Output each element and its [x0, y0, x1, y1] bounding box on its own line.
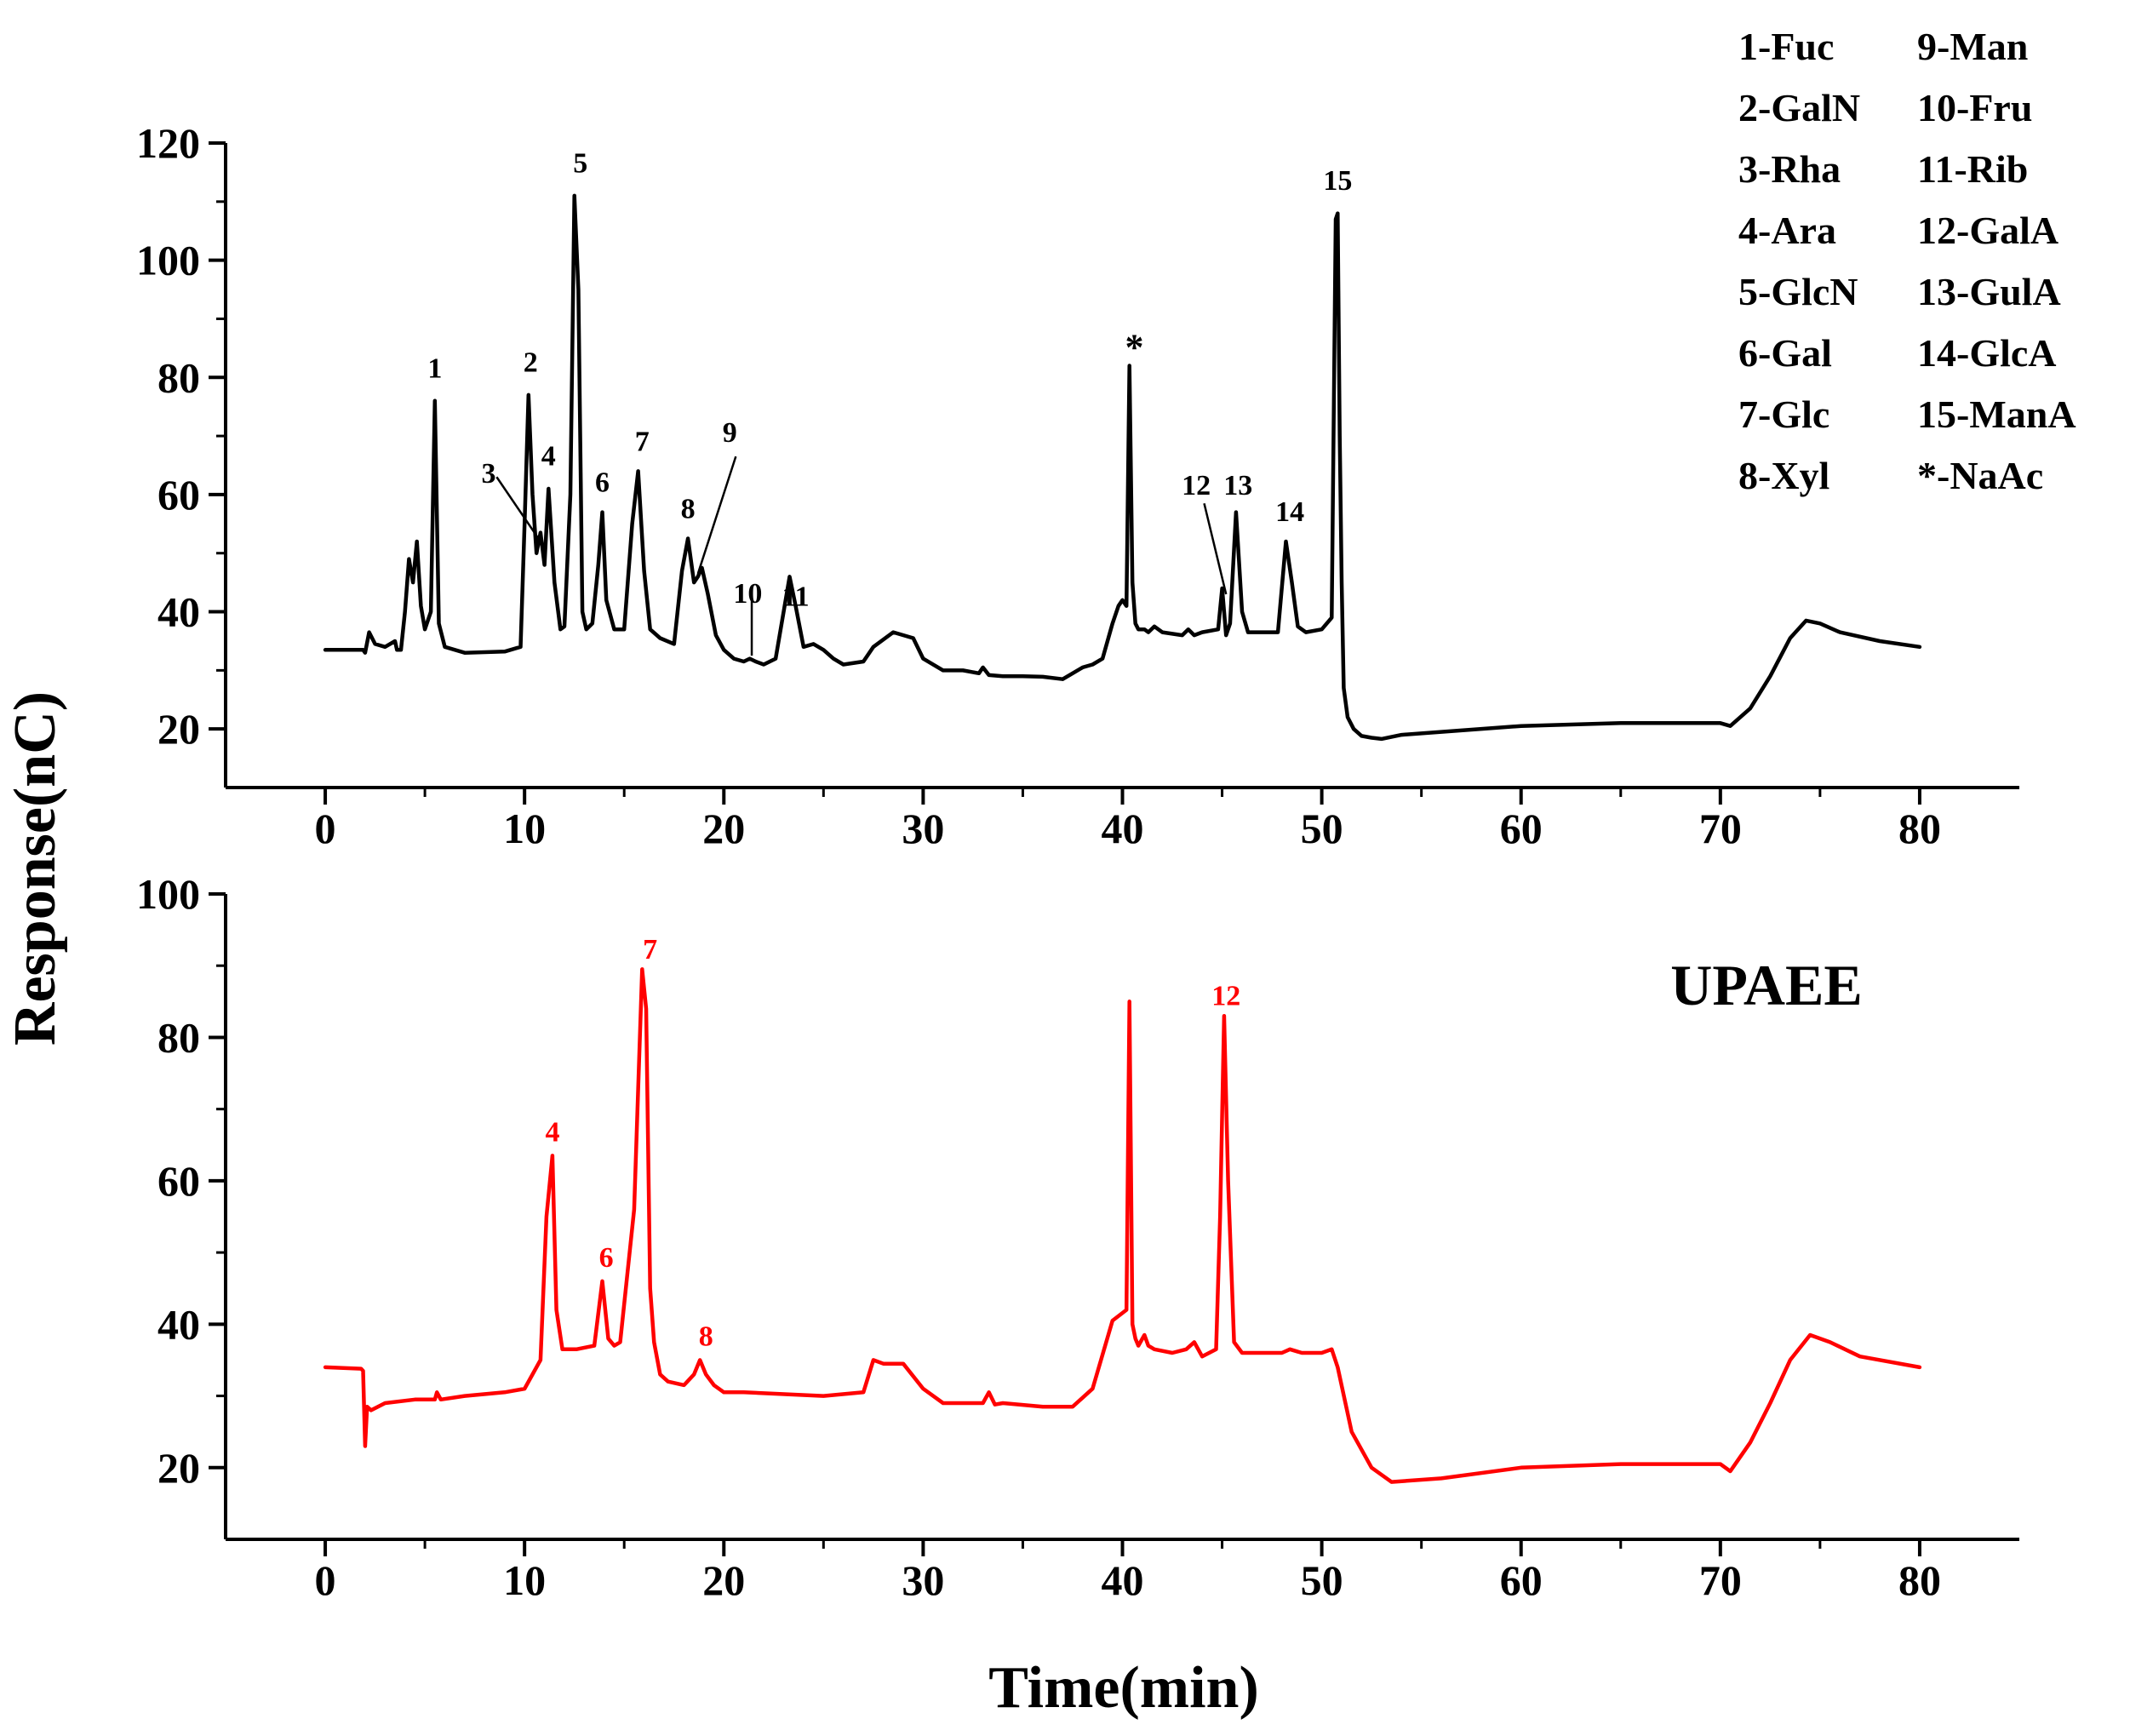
peak-label: 4	[545, 1117, 559, 1149]
x-tick-label: 0	[315, 805, 336, 852]
legend-entry: 8-Xyl	[1738, 454, 1829, 497]
peak-label: 7	[643, 934, 657, 965]
x-tick-label: 20	[702, 1556, 745, 1604]
x-axis-label: Time(min)	[988, 1655, 1259, 1721]
peak-label: 12	[1182, 470, 1211, 501]
peak-label: 11	[782, 582, 809, 613]
peak-label: 8	[699, 1321, 713, 1353]
legend-entry: 12-GalA	[1917, 209, 2058, 252]
series-line-standard	[323, 193, 1922, 742]
legend-entry: 14-GlcA	[1917, 331, 2057, 375]
y-tick-label: 20	[157, 1444, 200, 1492]
peak-label: 12	[1211, 981, 1240, 1012]
legend-entry: 13-GulA	[1917, 270, 2061, 313]
x-tick-label: 30	[902, 1556, 944, 1604]
x-tick-label: 30	[902, 805, 944, 852]
legend-entry: 2-GalN	[1738, 86, 1860, 129]
x-tick-label: 0	[315, 1556, 336, 1604]
peak-label: 7	[635, 426, 650, 457]
legend-entry: 4-Ara	[1738, 209, 1836, 252]
x-tick-label: 80	[1898, 805, 1941, 852]
x-tick-label: 80	[1898, 1556, 1941, 1604]
y-tick-label: 80	[157, 353, 200, 401]
peak-label: 4	[541, 441, 556, 473]
y-axis-label: Response(nC)	[3, 691, 68, 1046]
y-tick-label: 80	[157, 1013, 200, 1061]
peak-label: 15	[1323, 165, 1352, 197]
x-tick-label: 60	[1500, 1556, 1543, 1604]
legend-entry: *-NaAc	[1917, 454, 2043, 497]
y-tick-label: 60	[157, 471, 200, 519]
peak-label: 8	[681, 493, 696, 524]
peak-label: 6	[599, 1242, 614, 1274]
x-tick-label: 50	[1301, 1556, 1343, 1604]
peak-leader-line	[696, 455, 737, 575]
x-tick-label: 40	[1102, 805, 1144, 852]
peak-label: 14	[1275, 496, 1304, 528]
y-tick-label: 100	[136, 870, 200, 918]
monosaccharide-legend: 1-Fuc 9-Man 2-GalN 10-Fru 3-Rha 11-Rib 4…	[1738, 25, 2076, 497]
x-tick-label: 40	[1102, 1556, 1144, 1604]
series-line-upaee	[323, 967, 1922, 1484]
peak-label: *	[1125, 327, 1144, 369]
peak-leader-line	[1203, 502, 1228, 595]
x-tick-label: 20	[702, 805, 745, 852]
x-tick-label: 60	[1500, 805, 1543, 852]
legend-entry: 5-GlcN	[1738, 270, 1858, 313]
legend-entry: 1-Fuc	[1738, 25, 1834, 68]
x-tick-label: 70	[1699, 1556, 1742, 1604]
legend-entry: 15-ManA	[1917, 392, 2076, 436]
x-tick-label: 50	[1301, 805, 1343, 852]
peak-label: 5	[573, 147, 587, 179]
y-tick-label: 40	[157, 1300, 200, 1348]
y-tick-label: 20	[157, 705, 200, 753]
legend-entry: 3-Rha	[1738, 147, 1841, 191]
peak-label: 1	[427, 352, 442, 384]
x-tick-label: 10	[503, 805, 546, 852]
y-tick-label: 40	[157, 588, 200, 636]
x-tick-label: 10	[503, 1556, 546, 1604]
legend-entry: 6-Gal	[1738, 331, 1832, 375]
legend-entry: 9-Man	[1917, 25, 2028, 68]
x-tick-label: 70	[1699, 805, 1742, 852]
peak-label: 13	[1223, 470, 1252, 501]
peak-label: 9	[723, 417, 737, 449]
legend-entry: 11-Rib	[1917, 147, 2028, 191]
peak-label: 3	[482, 458, 496, 490]
legend-entry: 10-Fru	[1917, 86, 2032, 129]
y-tick-label: 100	[136, 237, 200, 284]
peak-label: 6	[595, 467, 610, 498]
peak-leader-line	[495, 476, 540, 540]
peak-label: 2	[524, 347, 538, 378]
panel-title: UPAEE	[1670, 953, 1862, 1017]
y-tick-label: 60	[157, 1157, 200, 1205]
upaee-chromatogram-panel: 0 10 20 30 40 50 60 70 80 20 40 60 80 100 4 6 7 8 12 UPAEE	[136, 870, 2019, 1604]
legend-entry: 7-Glc	[1738, 392, 1829, 436]
peak-label: 10	[733, 578, 762, 610]
y-tick-label: 120	[136, 119, 200, 167]
